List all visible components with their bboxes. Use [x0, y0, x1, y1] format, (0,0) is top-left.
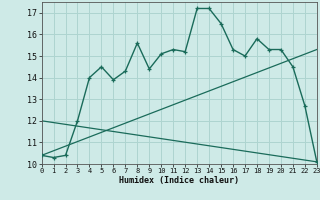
X-axis label: Humidex (Indice chaleur): Humidex (Indice chaleur) [119, 176, 239, 185]
